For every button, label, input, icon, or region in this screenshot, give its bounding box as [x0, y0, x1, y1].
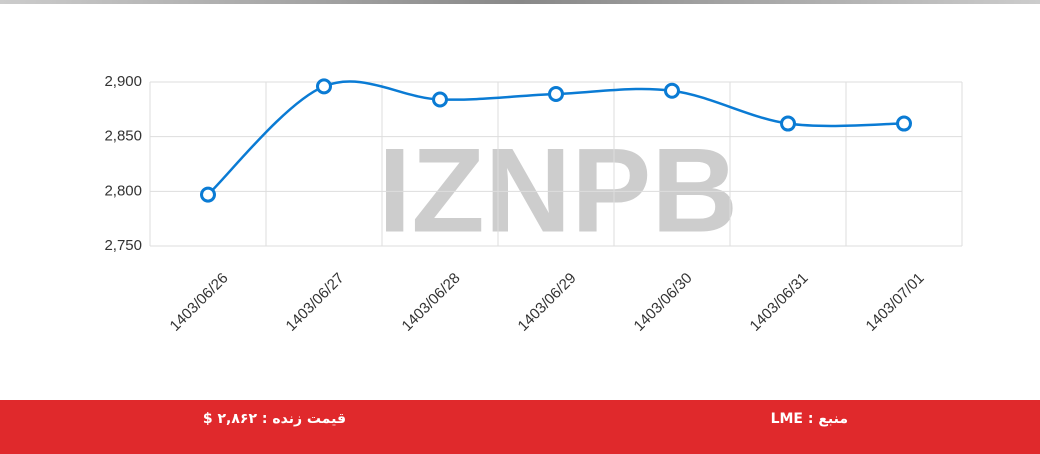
point [432, 91, 448, 108]
point [316, 78, 332, 95]
point [780, 115, 796, 132]
point [664, 82, 680, 99]
footer: قیمت زنده : ۲,۸۶۲ $ منبع : LME [0, 400, 1040, 454]
x-tick-label: 1403/06/27 [283, 270, 348, 335]
point [548, 86, 564, 103]
point [896, 115, 912, 132]
y-tick-label: 2,800 [104, 182, 142, 199]
live-price: قیمت زنده : ۲,۸۶۲ $ [202, 411, 346, 427]
y-tick-label: 2,850 [104, 128, 142, 145]
x-tick-label: 1403/07/01 [863, 270, 928, 335]
chart: IZNPB 2,750 2,800 2,850 2,900 1403/06/26 1403… [0, 0, 1040, 335]
x-tick-label: 1403/06/31 [747, 270, 812, 335]
top-strip [0, 0, 1040, 4]
x-tick-label: 1403/06/28 [399, 270, 464, 335]
watermark: IZNPB [378, 124, 738, 258]
source: منبع : LME [770, 411, 848, 427]
x-tick-label: 1403/06/26 [167, 270, 232, 335]
point [200, 186, 216, 203]
y-tick-label: 2,900 [104, 73, 142, 90]
y-tick-label: 2,750 [104, 237, 142, 254]
x-tick-label: 1403/06/30 [631, 270, 696, 335]
x-tick-label: 1403/06/29 [515, 270, 580, 335]
